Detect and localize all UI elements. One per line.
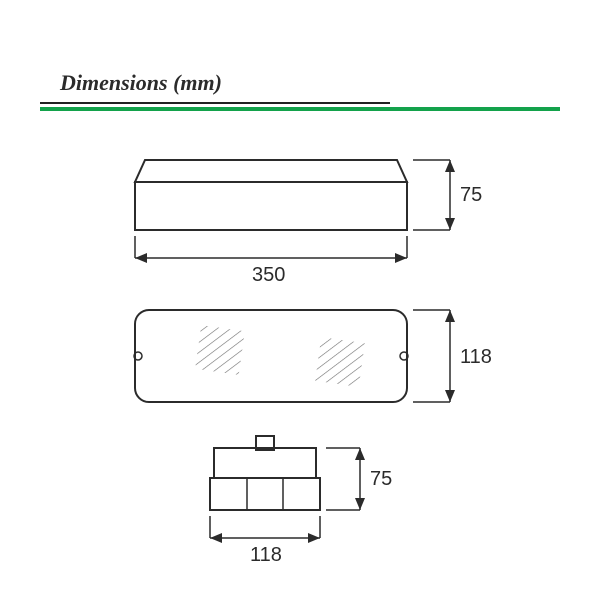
side-view bbox=[135, 160, 455, 263]
dim-width-350 bbox=[135, 236, 407, 263]
dim-height-75-end bbox=[326, 448, 365, 510]
dimensions-figure: Dimensions (mm) bbox=[0, 0, 600, 596]
label-height-75-end: 75 bbox=[370, 468, 392, 491]
end-view bbox=[210, 436, 365, 543]
dim-depth-118 bbox=[413, 310, 455, 402]
label-depth-118: 118 bbox=[460, 346, 492, 369]
dim-height-75-side bbox=[413, 160, 455, 230]
label-width-350: 350 bbox=[252, 264, 285, 287]
dim-width-118 bbox=[210, 516, 320, 543]
top-view bbox=[134, 310, 455, 402]
technical-drawing bbox=[0, 0, 600, 596]
label-height-75-side: 75 bbox=[460, 184, 482, 207]
label-width-118: 118 bbox=[250, 544, 282, 567]
